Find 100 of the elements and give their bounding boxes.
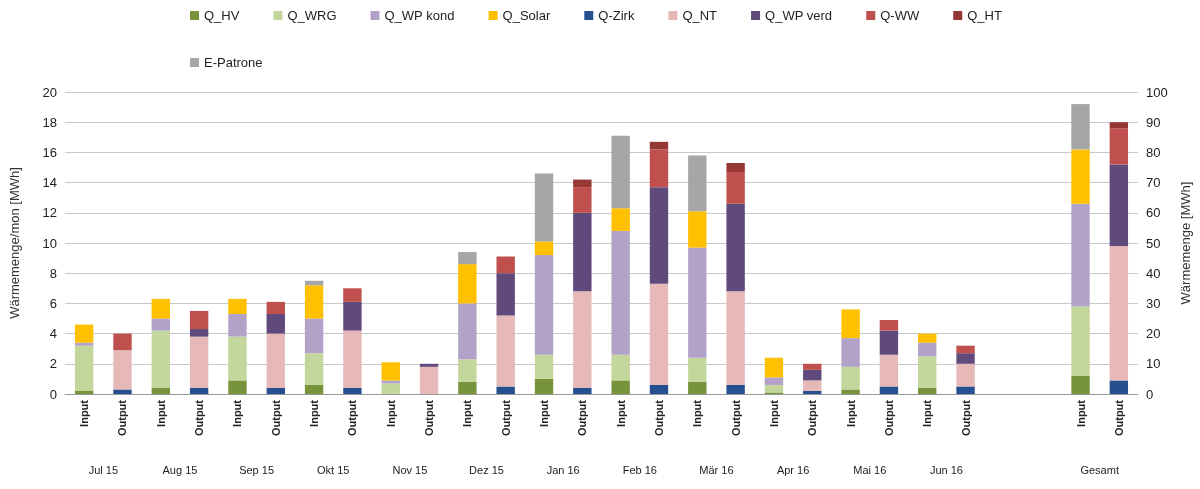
text: Apr 16 (776, 464, 810, 476)
y2-tick-label: 90 (1146, 114, 1161, 130)
y2-axis-title: Wärmemenge [MWh] (1177, 181, 1193, 305)
legend-label: Q_WP kond (384, 8, 455, 23)
bar (879, 386, 899, 394)
y-tick-label: 14 (42, 175, 57, 191)
bar (534, 241, 554, 256)
bar (534, 378, 554, 394)
bar (419, 363, 439, 367)
bar (458, 264, 477, 304)
bar (304, 285, 324, 319)
text: Gesamt (1080, 464, 1119, 476)
bar (764, 384, 784, 393)
bar (649, 384, 669, 394)
bar (228, 380, 247, 394)
bar (918, 333, 937, 343)
x-tick-label: Output (1112, 399, 1125, 437)
y-tick-label: 0 (49, 386, 57, 402)
text: Aug 15 (162, 464, 198, 476)
bar (74, 390, 94, 394)
text: Okt 15 (317, 464, 350, 476)
y-tick-label: 18 (42, 114, 57, 130)
bar (764, 377, 784, 385)
bar (649, 149, 669, 188)
x-tick-label: Output (499, 399, 512, 437)
bar (534, 173, 554, 242)
x-tick-label: Output (652, 399, 665, 437)
bar (918, 356, 937, 388)
x-tick-label: Output (269, 399, 282, 437)
bar (534, 255, 554, 355)
x-tick-label: Input (614, 399, 627, 427)
bar (688, 155, 707, 212)
x-tick-label: Input (844, 399, 857, 427)
x-tick-label: Output (423, 399, 436, 437)
bar (803, 390, 822, 394)
bar (611, 135, 630, 209)
x-tick-label: Output (116, 399, 129, 437)
text: Mär 16 (699, 464, 734, 476)
bar (113, 389, 132, 394)
bar (304, 318, 324, 354)
legend-label: Q_NT (682, 8, 718, 23)
text: Jul 15 (88, 464, 118, 476)
bar (803, 363, 822, 370)
y-tick-label: 20 (42, 84, 57, 100)
y-tick-label: 8 (49, 265, 57, 281)
bar (918, 387, 937, 394)
bar (803, 380, 822, 391)
bar (343, 301, 362, 331)
legend-label: Q_HV (204, 8, 240, 23)
x-tick-label: Input (921, 399, 934, 427)
x-tick-label: Input (461, 399, 474, 427)
bar (228, 336, 247, 381)
bar (611, 230, 630, 355)
y2-tick-label: 100 (1146, 84, 1168, 100)
bar (458, 359, 477, 382)
bar (266, 313, 285, 334)
x-tick-label: Input (154, 399, 167, 427)
x-tick-label: Input (767, 399, 780, 427)
text: Jun 16 (929, 464, 963, 476)
text: Sep 15 (239, 464, 275, 476)
text: Mai 16 (853, 464, 887, 476)
text: Nov 15 (392, 464, 428, 476)
bar (304, 384, 324, 394)
y2-tick-label: 60 (1146, 205, 1161, 221)
bar (573, 179, 592, 188)
legend-label: Q_WP verd (765, 8, 833, 23)
bar (381, 380, 400, 384)
bar (726, 172, 745, 204)
bar (381, 383, 400, 394)
bar (649, 141, 669, 150)
bar (343, 330, 362, 388)
bar (343, 387, 362, 394)
bar (189, 336, 209, 388)
bar (841, 389, 860, 394)
bar (189, 310, 209, 330)
y-tick-label: 6 (49, 295, 57, 311)
bar (956, 345, 975, 354)
x-tick-label: Output (729, 399, 742, 437)
bar (266, 387, 285, 394)
y2-tick-label: 70 (1146, 175, 1161, 191)
bar (266, 333, 285, 388)
bar (458, 303, 477, 360)
bar (573, 187, 592, 213)
bar (534, 354, 554, 379)
bar (879, 354, 899, 387)
bar (726, 384, 745, 394)
x-tick-label: Output (806, 399, 819, 437)
bar (573, 291, 592, 388)
y-axis-title: Wärmemenge/mon [MWh] (7, 167, 22, 319)
x-tick-label: Input (78, 399, 91, 427)
bar (496, 256, 515, 274)
bar (74, 324, 94, 343)
bar (726, 291, 745, 385)
bar (189, 387, 209, 394)
bar (649, 187, 669, 284)
bar (151, 330, 170, 388)
bar (458, 381, 477, 394)
text: Jan 16 (546, 464, 580, 476)
y-tick-label: 2 (49, 356, 57, 372)
x-tick-label: Input (1074, 399, 1087, 427)
